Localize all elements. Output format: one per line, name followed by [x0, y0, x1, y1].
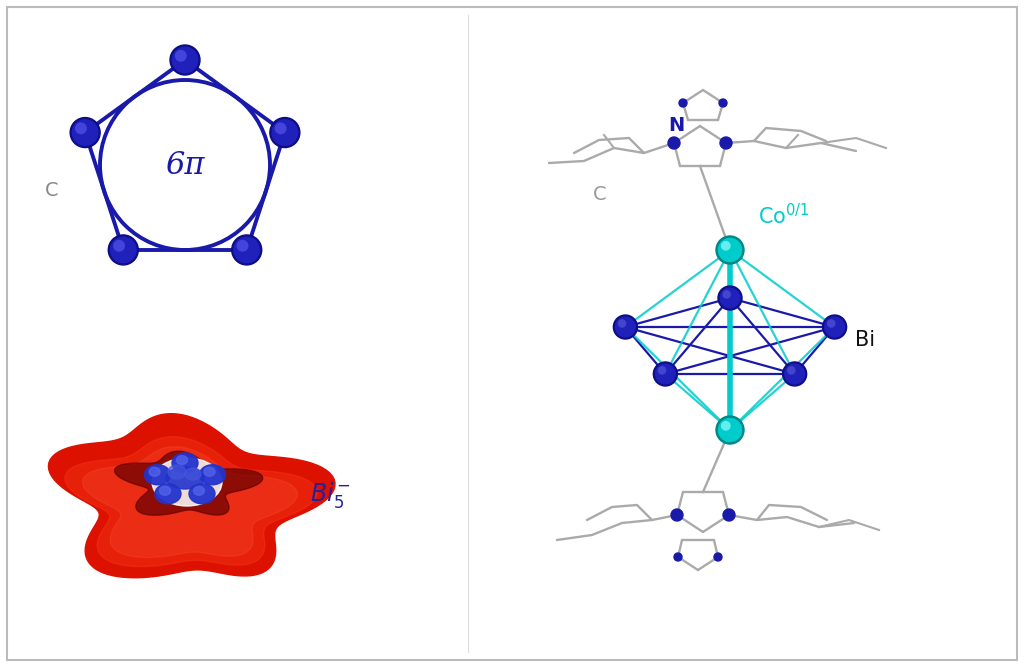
Circle shape: [671, 509, 683, 521]
Text: C: C: [593, 185, 607, 205]
Ellipse shape: [152, 458, 222, 506]
Circle shape: [674, 553, 682, 561]
Circle shape: [76, 123, 86, 133]
Circle shape: [822, 315, 847, 339]
Circle shape: [714, 553, 722, 561]
Circle shape: [615, 317, 635, 337]
Circle shape: [719, 239, 741, 261]
Circle shape: [723, 291, 730, 298]
Polygon shape: [115, 451, 263, 515]
Ellipse shape: [185, 468, 201, 480]
Circle shape: [716, 236, 744, 264]
Text: Bi: Bi: [855, 330, 876, 350]
Circle shape: [784, 364, 805, 384]
Ellipse shape: [155, 484, 181, 504]
Polygon shape: [83, 447, 298, 558]
Circle shape: [109, 235, 138, 265]
Circle shape: [270, 117, 300, 147]
Ellipse shape: [172, 453, 198, 473]
Circle shape: [716, 416, 744, 444]
Circle shape: [722, 422, 730, 430]
Ellipse shape: [150, 468, 160, 476]
Circle shape: [233, 237, 259, 263]
Polygon shape: [65, 437, 317, 566]
Ellipse shape: [166, 467, 204, 489]
Circle shape: [782, 362, 807, 386]
Circle shape: [655, 364, 675, 384]
Circle shape: [787, 367, 795, 374]
Circle shape: [668, 137, 680, 149]
Circle shape: [73, 120, 98, 145]
Circle shape: [722, 241, 730, 250]
Circle shape: [658, 367, 666, 374]
Circle shape: [827, 319, 835, 327]
Circle shape: [723, 509, 735, 521]
Ellipse shape: [204, 468, 215, 476]
Text: N: N: [668, 116, 684, 135]
Text: 6π: 6π: [165, 149, 205, 181]
Circle shape: [613, 315, 637, 339]
Circle shape: [114, 241, 124, 251]
Circle shape: [238, 241, 248, 251]
Text: C: C: [45, 181, 58, 199]
Circle shape: [172, 47, 198, 73]
Circle shape: [618, 319, 626, 327]
Circle shape: [679, 99, 687, 107]
Ellipse shape: [176, 456, 187, 464]
Circle shape: [272, 120, 298, 145]
Circle shape: [720, 137, 732, 149]
Circle shape: [824, 317, 845, 337]
Polygon shape: [48, 414, 335, 578]
Ellipse shape: [189, 484, 215, 504]
Circle shape: [231, 235, 262, 265]
Circle shape: [275, 123, 286, 133]
Text: Bi$_5^-$: Bi$_5^-$: [310, 480, 350, 510]
Circle shape: [719, 99, 727, 107]
Ellipse shape: [168, 465, 186, 479]
Circle shape: [653, 362, 677, 386]
Ellipse shape: [160, 486, 171, 496]
Circle shape: [720, 288, 739, 308]
Circle shape: [175, 51, 186, 61]
Circle shape: [170, 45, 200, 75]
Ellipse shape: [144, 465, 171, 485]
Ellipse shape: [194, 486, 205, 496]
Circle shape: [70, 117, 100, 147]
Ellipse shape: [200, 465, 225, 485]
Circle shape: [719, 418, 741, 442]
Text: Co$^{0/1}$: Co$^{0/1}$: [758, 203, 810, 228]
Circle shape: [718, 286, 742, 310]
Circle shape: [111, 237, 136, 263]
